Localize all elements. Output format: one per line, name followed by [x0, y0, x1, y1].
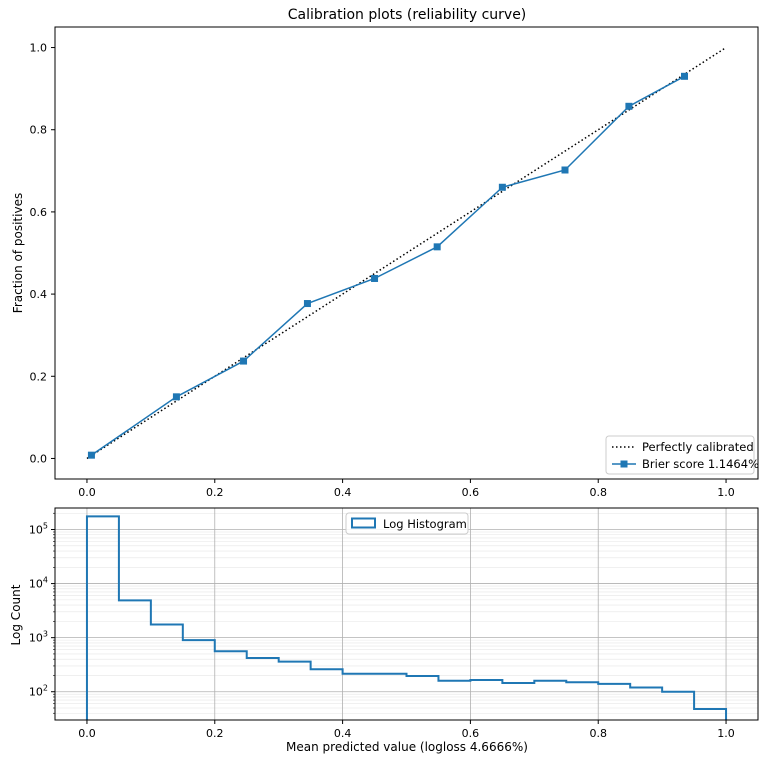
calibration-legend: Perfectly calibrated Brier score 1.1464%	[605, 435, 759, 475]
y-tick-label: 0.2	[30, 370, 48, 383]
calibration-y-axis-label: Fraction of positives	[11, 193, 25, 313]
y-tick-label: 0.6	[30, 206, 48, 219]
legend-label-perfectly-calibrated: Perfectly calibrated	[642, 440, 754, 454]
legend-label-log-histogram: Log Histogram	[383, 517, 467, 531]
y-tick-label: 105	[29, 522, 48, 537]
reliability-curve-point	[371, 274, 379, 282]
y-tick-label: 103	[29, 630, 48, 645]
y-tick-label: 0.8	[30, 124, 48, 137]
y-tick-label: 102	[29, 684, 48, 699]
histogram-panel: Log Count Mean predicted value (logloss …	[9, 507, 759, 754]
calibration-legend-box	[605, 435, 755, 475]
calibration-axes-frame	[54, 26, 759, 480]
calibration-panel: Calibration plots (reliability curve) Fr…	[11, 7, 759, 499]
histogram-axes-frame	[54, 507, 759, 721]
x-tick-label: 1.0	[717, 727, 735, 740]
reliability-curve-point	[561, 166, 569, 174]
calibration-ticks: 0.0 0.2 0.4 0.6 0.8 1.0 0.0 0.2 0.4 0.6 0.8 1.0	[30, 42, 735, 499]
x-tick-label: 0.6	[462, 727, 480, 740]
histogram-ticks: 0.0 0.2 0.4 0.6 0.8 1.0 102 103 104 105	[29, 512, 735, 740]
legend-label-brier-score: Brier score 1.1464%	[642, 457, 759, 471]
reliability-curve-point	[172, 393, 180, 401]
histogram-legend: Log Histogram	[345, 512, 469, 535]
x-tick-label: 0.0	[78, 727, 96, 740]
y-tick-label: 0.0	[30, 452, 48, 465]
x-tick-label: 0.2	[206, 727, 224, 740]
y-tick-label: 104	[29, 576, 48, 591]
legend-swatch-log-histogram	[351, 517, 376, 529]
reliability-curve-point	[625, 102, 633, 110]
y-tick-label: 1.0	[30, 42, 48, 55]
x-tick-label: 0.0	[78, 486, 96, 499]
x-tick-label: 0.8	[589, 727, 607, 740]
y-tick-label: 0.4	[30, 288, 48, 301]
x-tick-label: 0.4	[334, 727, 352, 740]
histogram-x-axis-label: Mean predicted value (logloss 4.6666%)	[286, 740, 528, 754]
histogram-step-outline	[85, 515, 728, 720]
calibration-series	[86, 46, 727, 460]
reliability-curve-line	[91, 75, 685, 456]
x-tick-label: 0.4	[334, 486, 352, 499]
reliability-curve-point	[433, 243, 441, 251]
reliability-curve-point	[240, 357, 248, 365]
x-tick-label: 0.8	[589, 486, 607, 499]
reliability-curve-point	[498, 183, 506, 191]
x-tick-label: 0.2	[206, 486, 224, 499]
calibration-title: Calibration plots (reliability curve)	[288, 7, 527, 23]
reliability-curve-point	[303, 300, 311, 308]
x-tick-label: 0.6	[462, 486, 480, 499]
histogram-legend-box	[345, 512, 469, 535]
histogram-series	[85, 515, 728, 720]
reliability-curve-point	[87, 451, 95, 459]
histogram-grid	[55, 508, 758, 720]
reliability-curve-point	[681, 72, 689, 80]
legend-marker-brier-score	[620, 460, 628, 468]
histogram-y-axis-label: Log Count	[9, 584, 23, 645]
x-tick-label: 1.0	[717, 486, 735, 499]
